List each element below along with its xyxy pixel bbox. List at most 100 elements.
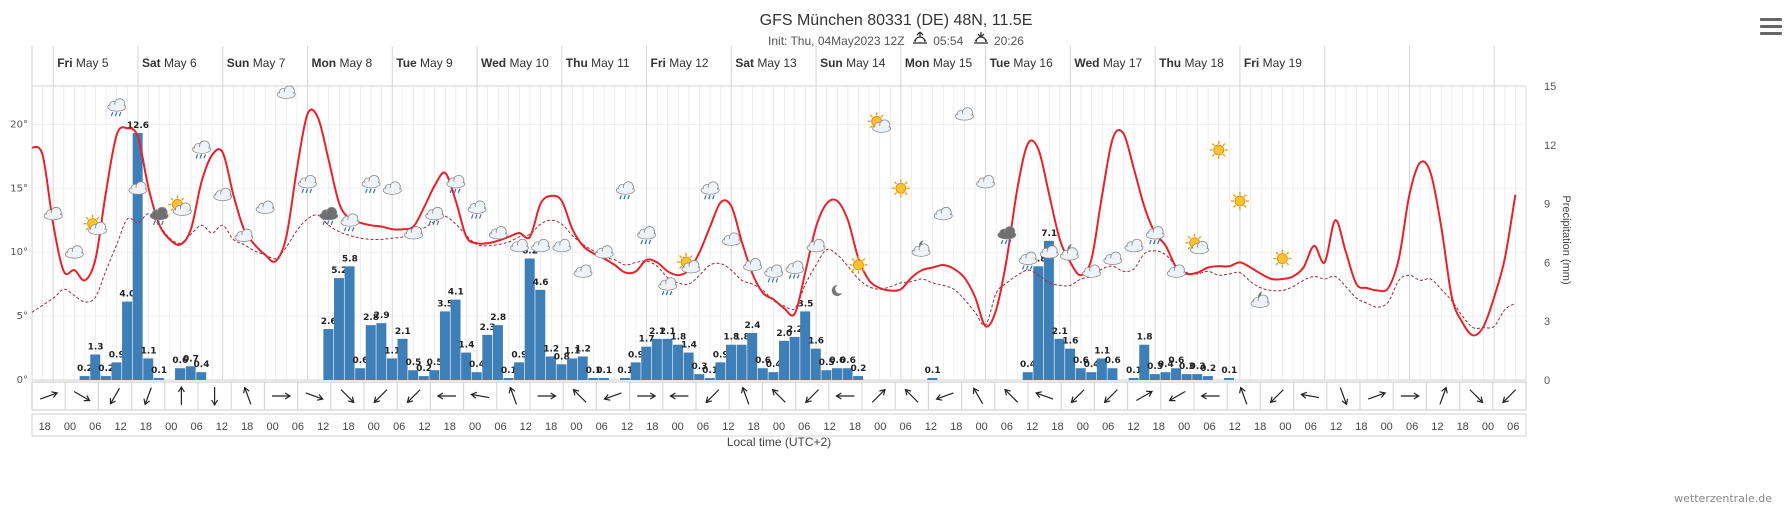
cloud-icon bbox=[276, 85, 296, 99]
precip-bar bbox=[429, 370, 440, 380]
precip-bar bbox=[344, 266, 355, 380]
precip-label: 5.2 bbox=[331, 266, 347, 276]
rain-drop bbox=[640, 239, 644, 245]
precip-bar bbox=[683, 352, 694, 380]
precip-bar bbox=[1224, 378, 1235, 380]
precip-label: 0.7 bbox=[183, 354, 199, 364]
precip-bar bbox=[1128, 378, 1139, 380]
hour-label: 18 bbox=[1254, 421, 1266, 433]
y-left-tick: 5° bbox=[17, 311, 28, 322]
wind-shaft bbox=[1367, 392, 1385, 400]
cloud-part bbox=[532, 245, 549, 252]
cloud-part bbox=[744, 264, 761, 271]
precip-label: 0.1 bbox=[151, 366, 167, 376]
sun-ray bbox=[851, 268, 855, 272]
rain-drop bbox=[1149, 239, 1152, 245]
wind-arrow-icon bbox=[1269, 389, 1284, 404]
precip-bar bbox=[1054, 338, 1065, 380]
cloud-part bbox=[511, 245, 528, 252]
hour-label: 06 bbox=[798, 421, 810, 433]
precip-label: 6.2 bbox=[522, 246, 538, 256]
cloud-icon bbox=[721, 232, 741, 246]
sun-ray bbox=[1233, 204, 1237, 208]
rain-drop bbox=[1000, 239, 1004, 245]
cloud-icon bbox=[255, 200, 275, 214]
wind-shaft bbox=[144, 387, 152, 404]
sun-ray bbox=[1187, 246, 1191, 250]
moon-cloud-icon bbox=[1059, 243, 1079, 261]
precip-label: 1.2 bbox=[543, 344, 559, 354]
rain-drop bbox=[369, 188, 372, 194]
precip-bar bbox=[768, 372, 779, 380]
wind-arrow-icon bbox=[177, 385, 185, 405]
y-right-tick: 6 bbox=[1544, 257, 1550, 269]
wind-shaft bbox=[407, 389, 421, 403]
hour-label: 12 bbox=[1127, 421, 1139, 433]
sun-icon bbox=[1273, 249, 1292, 268]
cloud-part bbox=[363, 181, 380, 188]
wind-arrow-icon bbox=[143, 387, 152, 406]
wind-arrow-icon bbox=[871, 388, 886, 403]
moon-icon bbox=[831, 284, 845, 297]
precip-label: 0.4 bbox=[1020, 360, 1036, 370]
sun-icon bbox=[849, 255, 868, 274]
sun-ray bbox=[170, 197, 174, 201]
wind-head bbox=[284, 392, 292, 400]
precip-label: 1.1 bbox=[141, 346, 157, 356]
cloud-part bbox=[1191, 247, 1208, 254]
sun-ray bbox=[85, 216, 89, 220]
wind-head bbox=[406, 396, 414, 404]
hour-label: 00 bbox=[1279, 421, 1291, 433]
wind-arrow-icon bbox=[805, 389, 819, 404]
precip-label: 1.3 bbox=[88, 343, 104, 353]
wind-head bbox=[1146, 390, 1154, 397]
sun-ray bbox=[181, 197, 185, 201]
precip-bar bbox=[122, 301, 133, 380]
cloud-icon bbox=[43, 206, 63, 221]
sun-ray bbox=[880, 114, 884, 118]
credit-text: wetterzentrale.de bbox=[1674, 492, 1772, 505]
precip-label: 0.9 bbox=[511, 350, 527, 360]
precip-label: 2.1 bbox=[660, 327, 676, 337]
cloud-part bbox=[426, 213, 443, 220]
rain-drop bbox=[195, 154, 199, 159]
precip-label: 1.4 bbox=[681, 341, 697, 351]
day-label: Fri May 19 bbox=[1244, 56, 1302, 70]
wind-arrow-icon bbox=[572, 388, 587, 403]
wind-head bbox=[470, 391, 477, 399]
wind-shaft bbox=[73, 390, 90, 401]
hour-label: 06 bbox=[1203, 421, 1215, 433]
precip-label: 7.1 bbox=[1041, 229, 1057, 239]
cloud-part bbox=[723, 238, 740, 245]
wind-shaft bbox=[1036, 392, 1054, 400]
cloud-part bbox=[214, 194, 231, 201]
sun-disc bbox=[895, 182, 907, 194]
precip-label: 0.2 bbox=[850, 364, 866, 374]
hour-label: 06 bbox=[1102, 421, 1114, 433]
precip-bar bbox=[132, 133, 143, 380]
wind-arrow-icon bbox=[406, 389, 421, 404]
rain-drop bbox=[627, 195, 630, 200]
precip-bar bbox=[471, 372, 482, 380]
hour-label: 18 bbox=[39, 421, 51, 433]
hour-label: 12 bbox=[621, 421, 633, 433]
precip-label: 1.2 bbox=[575, 344, 591, 354]
wind-arrow-icon bbox=[373, 389, 388, 404]
precip-bar bbox=[789, 336, 800, 380]
wind-head bbox=[550, 392, 557, 400]
rain-drop bbox=[661, 290, 665, 296]
precip-bar bbox=[1160, 372, 1171, 380]
cloud-part bbox=[108, 104, 125, 111]
precip-bar bbox=[641, 346, 652, 380]
precip-label: 1.1 bbox=[564, 346, 580, 356]
wind-head bbox=[935, 394, 943, 401]
wind-shaft bbox=[305, 392, 322, 400]
precip-label: 1.6 bbox=[1062, 337, 1078, 347]
hour-label: 12 bbox=[1229, 421, 1241, 433]
rain-drop bbox=[775, 278, 779, 283]
precip-bar bbox=[1096, 358, 1107, 380]
hamburger-menu-icon[interactable] bbox=[1760, 18, 1782, 36]
wind-shaft bbox=[605, 392, 622, 400]
hour-label: 18 bbox=[140, 421, 152, 433]
precip-label: 0.9 bbox=[628, 350, 644, 360]
